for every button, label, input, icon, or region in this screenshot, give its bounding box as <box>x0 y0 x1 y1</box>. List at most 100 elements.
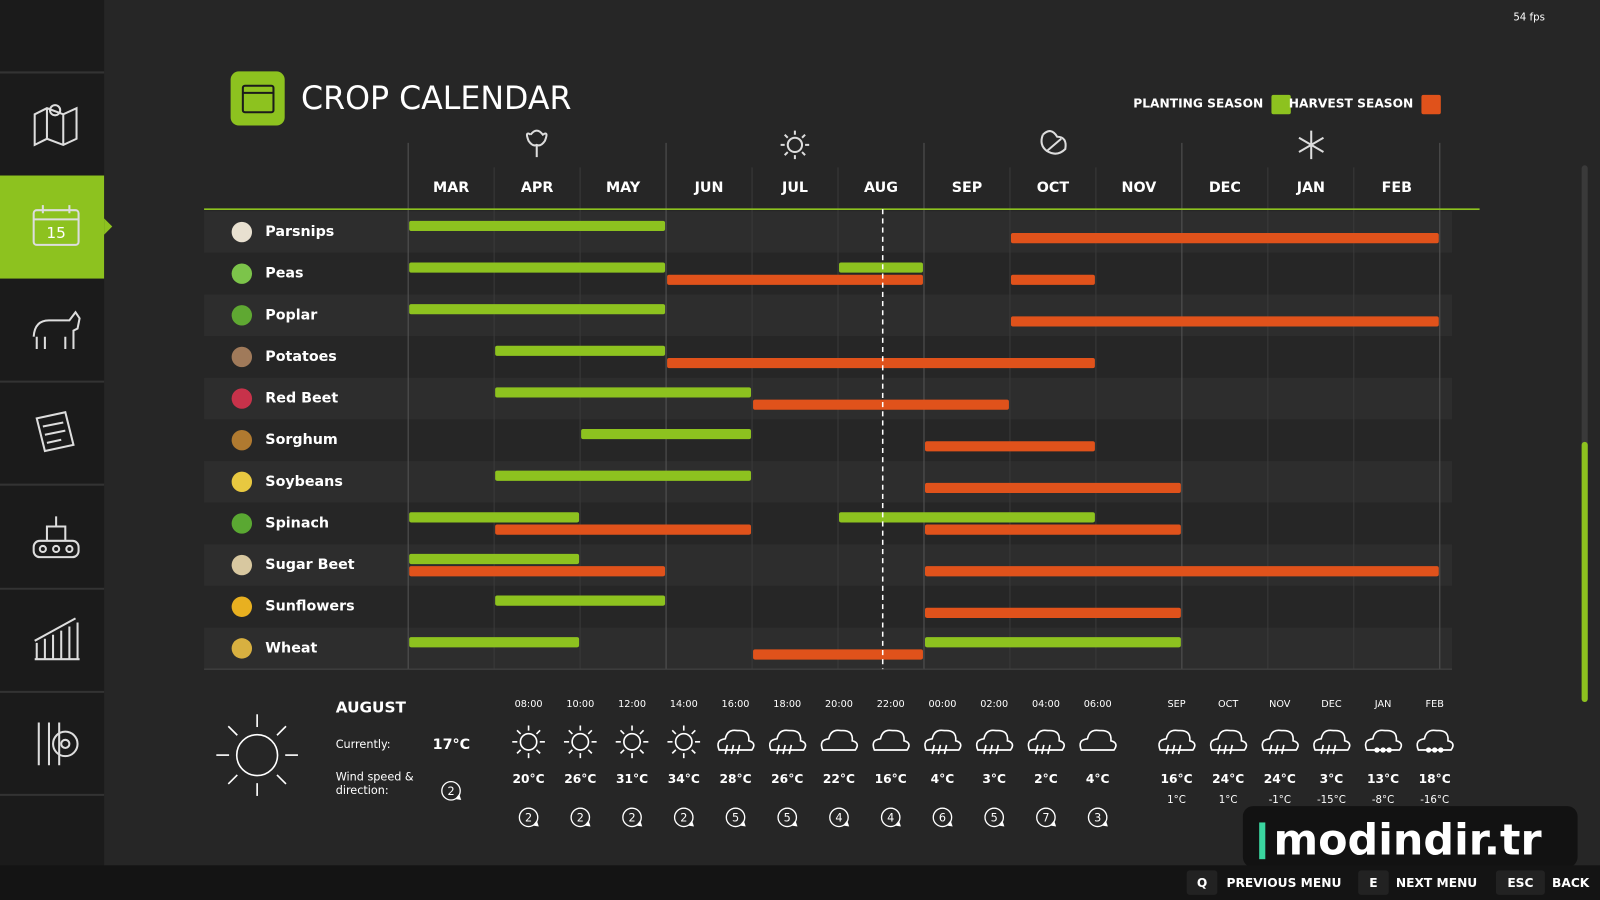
wind-arrow <box>584 820 591 827</box>
snow-flake <box>1438 747 1444 753</box>
button-label[interactable]: BACK <box>1552 876 1590 890</box>
planting-bar <box>409 220 666 232</box>
hour-label: 14:00 <box>670 699 698 710</box>
month-header: JAN <box>1296 180 1325 196</box>
hour-label: 04:00 <box>1032 699 1060 710</box>
sun-ray <box>671 729 677 735</box>
button-label[interactable]: PREVIOUS MENU <box>1227 876 1342 890</box>
calendar-logo <box>230 71 285 126</box>
settings-icon[interactable] <box>37 722 79 766</box>
rain-drop <box>1326 744 1331 755</box>
sun-ray <box>516 749 522 754</box>
month-header: OCT <box>1037 180 1070 196</box>
hour-label: 18:00 <box>773 699 801 710</box>
key-label[interactable]: E <box>1369 876 1377 890</box>
wind-indicator <box>441 780 461 801</box>
wind-arrow <box>1101 820 1108 827</box>
rain-drop <box>736 744 741 755</box>
harvest-bar <box>925 566 1439 577</box>
wind-indicator <box>1036 807 1056 828</box>
key-box[interactable] <box>1186 870 1218 895</box>
wind-indicator <box>1087 807 1108 828</box>
rain-drop <box>1223 744 1227 755</box>
cloud <box>872 729 910 751</box>
harvest-bar <box>409 566 666 577</box>
logo-icon <box>241 84 275 114</box>
month-header: DEC <box>1209 180 1241 196</box>
key-label[interactable]: Q <box>1197 876 1207 890</box>
wind-arrow <box>455 793 462 800</box>
crop-icon <box>231 221 253 243</box>
sun-disc <box>674 732 693 751</box>
forecast-high: 16°C <box>1160 772 1192 786</box>
calendar-icon[interactable]: 15 <box>32 205 80 246</box>
button-label[interactable]: NEXT MENU <box>1396 876 1477 890</box>
rain-drop <box>931 744 936 755</box>
weather-panel: AUGUST Currently: 17°C Wind speed &directio… <box>216 699 1454 828</box>
fps-counter: 54 fps <box>1513 12 1545 23</box>
wind-speed: 2 <box>628 811 635 824</box>
hour-temp: 31°C <box>616 772 648 786</box>
harvest-bar <box>753 399 1009 410</box>
statistics-icon[interactable] <box>34 617 80 661</box>
planting-bar <box>581 428 752 440</box>
harvest-bar <box>753 649 923 660</box>
crop-name: Spinach <box>265 515 329 531</box>
rain-drop <box>1229 744 1234 755</box>
forecast-low: -8°C <box>1372 795 1394 806</box>
forecast-high: 18°C <box>1419 772 1451 786</box>
crop-name: Sorghum <box>265 432 338 448</box>
harvest-bar <box>1010 274 1095 285</box>
wind-speed: 4 <box>835 811 842 824</box>
wind-arrow <box>791 820 798 827</box>
sun-icon <box>615 725 649 759</box>
planting-bar <box>495 470 752 481</box>
rain-drop <box>788 744 793 755</box>
rain-drop <box>1332 744 1337 755</box>
watermark-box <box>1242 806 1578 868</box>
harvest-bar <box>495 524 752 535</box>
snow-flake <box>1374 747 1380 753</box>
harvest-bar <box>667 357 1095 369</box>
cloud <box>975 729 1014 751</box>
forecast-low: 1°C <box>1167 795 1186 806</box>
row-background <box>204 585 1453 628</box>
row-background <box>204 294 1453 337</box>
key-label[interactable]: ESC <box>1507 876 1533 890</box>
hour-temp: 26°C <box>564 772 596 786</box>
map-icon[interactable] <box>33 104 78 147</box>
calendar-tab-active[interactable] <box>0 175 105 279</box>
forecast-month: FEB <box>1426 699 1444 710</box>
harvest-bar <box>925 482 1181 494</box>
snow-icon <box>1416 729 1454 753</box>
production-icon[interactable] <box>32 516 80 559</box>
animals-icon[interactable] <box>32 310 81 349</box>
sidebar: 15 <box>0 0 113 866</box>
crop-name: Red Beet <box>265 391 338 407</box>
wind-speed: 5 <box>784 811 791 824</box>
month-header: FEB <box>1382 180 1412 196</box>
hour-label: 02:00 <box>980 699 1008 710</box>
hour-label: 22:00 <box>877 699 905 710</box>
key-box[interactable] <box>1495 870 1545 895</box>
sun-ray <box>691 749 696 754</box>
cloud <box>768 729 807 751</box>
contracts-icon[interactable] <box>35 411 75 453</box>
wind-speed: 7 <box>1042 811 1049 824</box>
sun-ray <box>619 749 625 754</box>
forecast-low: -1°C <box>1269 795 1291 806</box>
wind-indicator <box>880 807 901 828</box>
sun-icon <box>512 725 545 759</box>
cloud <box>717 729 755 751</box>
rain-drop <box>943 744 948 755</box>
forecast-low: 1°C <box>1219 795 1238 806</box>
planting-bar <box>495 595 666 606</box>
crop-name: Peas <box>265 266 303 282</box>
wind-speed: 2 <box>447 785 454 798</box>
row-background <box>204 461 1453 503</box>
snow-flake <box>1380 747 1386 753</box>
month-header: JUN <box>694 180 724 196</box>
crop-name: Wheat <box>265 640 317 656</box>
key-box[interactable] <box>1358 870 1389 895</box>
